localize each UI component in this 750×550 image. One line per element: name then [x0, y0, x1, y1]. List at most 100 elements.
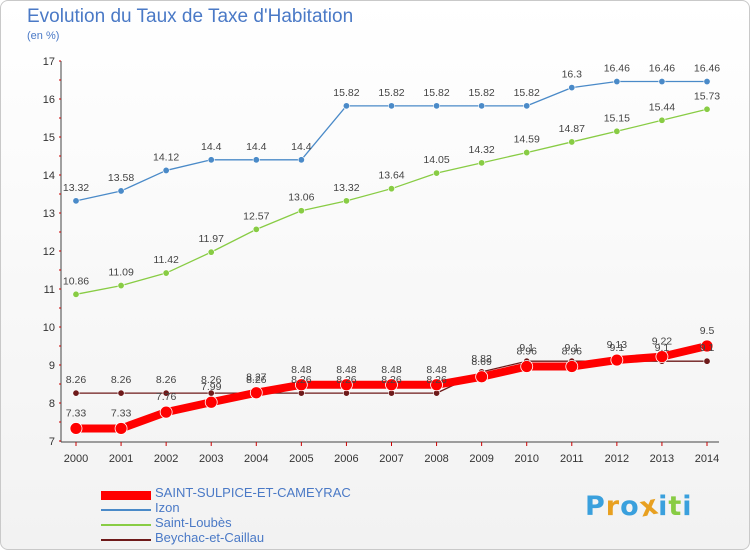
- proxiti-logo: Proxiti: [585, 489, 693, 523]
- data-label: 9.22: [652, 336, 673, 348]
- data-point: [613, 78, 621, 86]
- data-point: [204, 395, 218, 409]
- data-label: 8.26: [111, 374, 132, 386]
- data-label: 8.26: [336, 374, 357, 386]
- series-labels-2: 10.86 11.09 11.42 11.97 12.57 13.06 13.32 13.64…: [63, 90, 720, 287]
- data-point: [72, 389, 80, 397]
- y-tick-label: 16: [43, 94, 55, 106]
- data-point: [72, 197, 80, 205]
- data-label: 9.1: [564, 342, 579, 354]
- data-label: 8.26: [156, 374, 177, 386]
- series-line: [75, 108, 708, 295]
- logo-letter: P: [585, 491, 606, 522]
- data-point: [252, 156, 260, 164]
- series-line: [75, 80, 707, 202]
- legend-label: Izon: [155, 500, 180, 515]
- data-label: 14.12: [153, 151, 179, 163]
- data-label: 9.5: [700, 325, 715, 337]
- data-label: 15.73: [694, 90, 720, 102]
- data-label: 15.82: [378, 87, 404, 99]
- data-label: 7.33: [111, 407, 132, 419]
- legend-swatch: [101, 490, 151, 500]
- data-point: [114, 422, 128, 435]
- series-labels-3: 8.26 8.26 8.26 8.26 8.26 8.26 8.26 8.26 8.26 8.82…: [66, 342, 715, 386]
- data-label: 13.64: [378, 170, 404, 182]
- x-tick-label: 2001: [109, 453, 133, 465]
- data-label: 16.46: [604, 63, 630, 75]
- data-point: [568, 138, 576, 146]
- data-label: 16.46: [649, 63, 675, 75]
- chart-title: Evolution du Taux de Taxe d'Habitation: [27, 6, 354, 27]
- data-point: [475, 370, 489, 384]
- data-label: 16.46: [694, 63, 720, 75]
- data-point: [117, 282, 125, 290]
- data-point: [568, 84, 576, 92]
- data-label: 15.82: [423, 87, 449, 99]
- data-label: 14.4: [246, 141, 267, 153]
- x-tick-label: 2003: [199, 453, 223, 465]
- data-point: [658, 116, 666, 124]
- x-tick-label: 2006: [334, 453, 358, 465]
- data-label: 8.69: [471, 356, 492, 368]
- data-point: [703, 105, 711, 113]
- x-tick-label: 2002: [154, 453, 178, 465]
- data-label: 15.82: [333, 87, 359, 99]
- data-point: [658, 78, 666, 86]
- y-tick-label: 12: [43, 246, 55, 258]
- data-label: 8.96: [562, 346, 583, 358]
- data-point: [207, 156, 215, 164]
- data-point: [207, 248, 215, 256]
- data-label: 8.48: [426, 364, 447, 376]
- data-point: [387, 185, 395, 193]
- data-label: 8.26: [66, 374, 87, 386]
- data-point: [117, 389, 125, 397]
- data-label: 8.26: [246, 374, 267, 386]
- logo-letter: o: [620, 491, 640, 522]
- legend-label: SAINT-SULPICE-ET-CAMEYRAC: [155, 485, 351, 500]
- data-point: [249, 386, 263, 400]
- logo-letter: i: [682, 491, 693, 522]
- data-label: 14.4: [201, 141, 222, 153]
- y-tick-label: 15: [43, 132, 55, 144]
- data-point: [523, 102, 531, 110]
- data-label: 8.27: [246, 372, 267, 384]
- data-point: [117, 187, 125, 195]
- data-label: 7.99: [201, 381, 222, 393]
- data-label: 8.48: [336, 364, 357, 376]
- data-label: 13.32: [63, 182, 89, 194]
- x-tick-label: 2005: [289, 453, 313, 465]
- data-point: [342, 197, 350, 205]
- legend-label: Saint-Loubès: [155, 515, 232, 530]
- logo-letter: t: [668, 491, 683, 522]
- series-labels-0: 7.33 7.33 7.76 7.99 8.27 8.48 8.48 8.48 8.48 8.69…: [66, 325, 715, 419]
- data-label: 7.76: [156, 391, 177, 403]
- data-label: 15.44: [649, 101, 675, 113]
- data-point: [430, 378, 443, 392]
- data-label: 13.32: [333, 182, 359, 194]
- y-tick-label: 9: [49, 360, 55, 372]
- data-label: 11.09: [108, 267, 134, 279]
- y-tick-label: 8: [49, 398, 55, 410]
- data-label: 11.42: [153, 254, 179, 266]
- logo-letter: r: [605, 491, 621, 522]
- chart-subtitle: (en %): [27, 30, 60, 42]
- y-tick-label: 13: [43, 208, 55, 220]
- y-tick-label: 7: [49, 436, 55, 448]
- y-tick-label: 10: [43, 322, 55, 334]
- data-label: 8.48: [381, 364, 402, 376]
- data-label: 14.4: [291, 141, 312, 153]
- data-label: 14.05: [423, 154, 449, 166]
- data-label: 8.26: [381, 374, 402, 386]
- data-point: [703, 357, 711, 365]
- data-label: 12.57: [243, 210, 269, 222]
- data-label: 11.97: [198, 233, 224, 245]
- data-point: [297, 156, 305, 164]
- legend-swatch: [101, 539, 151, 541]
- data-labels: 7.33 7.33 7.76 7.99 8.27 8.48 8.48 8.48 8.48 8.69…: [63, 63, 720, 420]
- x-tick-label: 2013: [650, 453, 674, 465]
- data-point: [433, 169, 441, 177]
- x-tick-label: 2014: [695, 453, 719, 465]
- series-2: [72, 105, 711, 298]
- data-label: 13.58: [108, 172, 134, 184]
- data-point: [297, 207, 305, 215]
